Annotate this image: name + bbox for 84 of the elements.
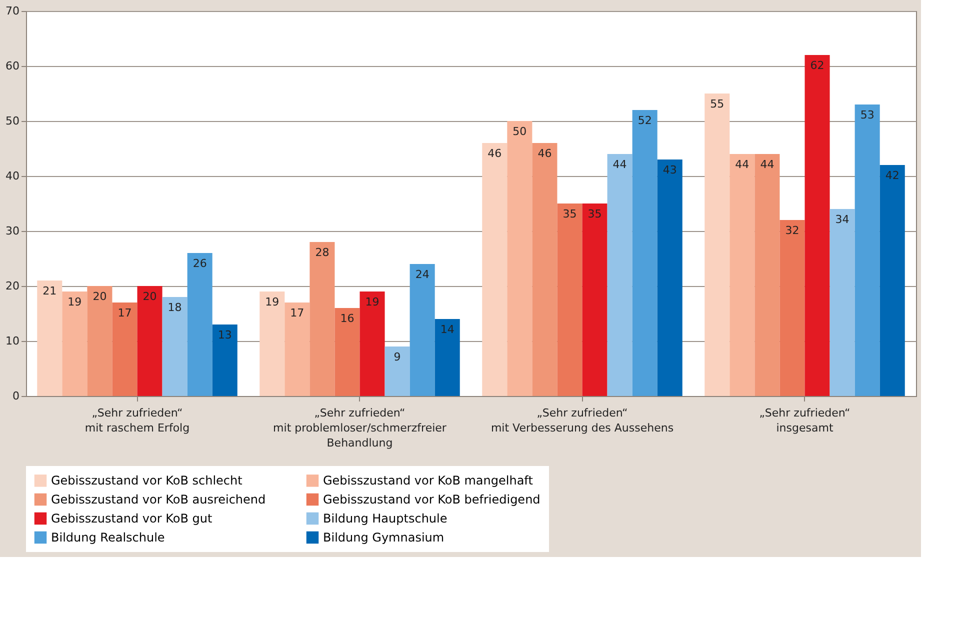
bar <box>137 286 162 396</box>
x-tick-label: „Sehr zufrieden“ mit raschem Erfolg <box>84 406 190 434</box>
legend-label: Gebisszustand vor KoB ausreichend <box>51 492 266 506</box>
data-label: 17 <box>118 306 132 320</box>
bar <box>87 286 112 396</box>
data-label: 43 <box>662 164 677 176</box>
y-tick-label: 50 <box>6 114 20 128</box>
bar <box>384 346 410 396</box>
bar <box>804 55 830 396</box>
x-tick-label: „Sehr zufrieden“ insgesamt <box>759 406 850 434</box>
data-label: 19 <box>68 296 82 308</box>
data-label: 44 <box>612 158 627 171</box>
legend-label: Gebisszustand vor KoB schlecht <box>51 474 243 488</box>
bar <box>284 302 310 396</box>
data-label: 55 <box>710 98 724 110</box>
bar <box>37 280 62 396</box>
data-label: 44 <box>760 158 774 171</box>
legend-label: Gebisszustand vor KoB gut <box>51 512 212 526</box>
bar <box>582 204 608 396</box>
bar <box>557 204 582 396</box>
bar <box>880 165 905 396</box>
bar <box>780 220 805 396</box>
bar <box>310 242 335 396</box>
data-label: 13 <box>218 328 232 342</box>
data-label: 24 <box>415 268 430 281</box>
bar <box>410 264 435 396</box>
data-label: 50 <box>512 125 527 138</box>
y-tick-label: 60 <box>6 60 20 72</box>
data-label: 53 <box>860 108 874 122</box>
data-label: 35 <box>588 208 602 220</box>
data-label: 28 <box>315 246 330 259</box>
bar <box>62 292 88 396</box>
bar <box>657 160 682 396</box>
y-tick-label: 70 <box>6 4 20 18</box>
bar <box>507 121 532 396</box>
y-tick-label: 40 <box>6 170 20 182</box>
data-label: 46 <box>488 147 502 160</box>
bar <box>830 209 855 396</box>
x-tick-label: „Sehr zufrieden“ mit Verbesserung des Aussehens <box>490 406 674 434</box>
bar <box>162 297 188 396</box>
y-tick-label: 0 <box>12 390 20 402</box>
data-label: 17 <box>290 306 304 320</box>
bar <box>112 302 138 396</box>
data-label: 26 <box>192 257 207 270</box>
x-tick-label: „Sehr zufrieden“ mit problemloser/schmerzfreier Behandlung <box>273 406 447 450</box>
bar <box>854 104 880 396</box>
bar <box>632 110 658 396</box>
y-tick-label: 10 <box>6 334 20 348</box>
y-tick-label: 20 <box>6 280 20 292</box>
data-label: 32 <box>785 224 800 237</box>
bar <box>434 319 460 396</box>
data-label: 21 <box>42 284 57 298</box>
legend-label: Bildung Realschule <box>51 530 165 544</box>
data-label: 20 <box>142 290 157 303</box>
data-label: 18 <box>168 301 182 314</box>
bar <box>212 324 238 396</box>
legend-label: Gebisszustand vor KoB befriedigend <box>323 492 540 506</box>
data-label: 46 <box>538 147 552 160</box>
bar <box>260 292 285 396</box>
data-label: 16 <box>340 312 354 325</box>
bar <box>482 143 508 396</box>
bar <box>730 154 755 396</box>
data-label: 35 <box>562 208 577 220</box>
data-label: 19 <box>365 296 380 308</box>
data-label: 20 <box>92 290 107 303</box>
data-label: 52 <box>638 114 652 127</box>
bar <box>334 308 360 396</box>
bar <box>532 143 558 396</box>
data-label: 44 <box>735 158 750 171</box>
data-label: 42 <box>885 169 900 182</box>
data-label: 14 <box>440 323 454 336</box>
bar <box>704 94 730 396</box>
data-label: 34 <box>835 213 850 226</box>
data-label: 19 <box>265 296 280 308</box>
legend-label: Gebisszustand vor KoB mangelhaft <box>323 474 534 488</box>
bar <box>360 292 385 396</box>
y-tick-label: 30 <box>6 224 20 238</box>
data-label: 62 <box>810 59 824 72</box>
bar <box>187 253 212 396</box>
legend-label: Bildung Hauptschule <box>323 512 448 526</box>
legend-label: Bildung Gymnasium <box>323 530 444 544</box>
bar <box>754 154 780 396</box>
bar <box>607 154 632 396</box>
data-label: 9 <box>394 350 401 364</box>
